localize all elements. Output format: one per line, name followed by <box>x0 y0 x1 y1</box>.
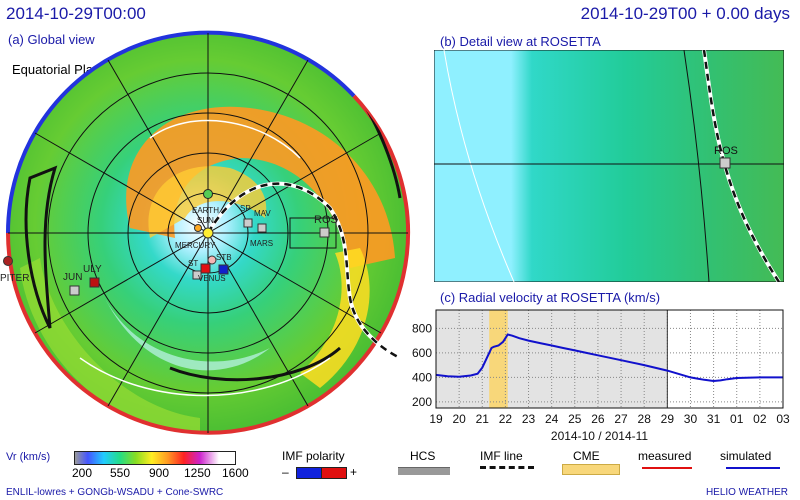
x-tick-label: 02 <box>753 412 767 426</box>
shade-cme <box>489 310 508 408</box>
x-tick-label: 01 <box>730 412 744 426</box>
colorbar-tick-1250: 1250 <box>184 466 211 480</box>
timestamp-right: 2014-10-29T00 + 0.00 days <box>580 4 790 23</box>
colorbar-tick-900: 900 <box>149 466 170 480</box>
detail-grid-v <box>683 50 710 282</box>
legend-cme-label: CME <box>573 449 600 463</box>
legend-imf-minus-swatch <box>296 467 322 479</box>
label-mercury: MERCURY <box>175 241 216 250</box>
detail-view-label: (b) Detail view at ROSETTA <box>440 34 601 49</box>
x-tick-label: 31 <box>707 412 721 426</box>
footer-brand: HELIO WEATHER <box>705 487 788 498</box>
legend-imf-polarity-title: IMF polarity <box>282 449 345 463</box>
legend-imf-plus: + <box>350 465 358 479</box>
colorbar-label: Vr (km/s) <box>6 451 51 463</box>
global-view-label: (a) Global view <box>8 32 95 47</box>
colorbar-tick-1600: 1600 <box>222 466 249 480</box>
polarity-rim-red <box>6 94 410 435</box>
legend-simulated-swatch <box>726 467 780 469</box>
detail-view-box <box>289 217 337 249</box>
legend-imf-line-label: IMF line <box>480 449 523 463</box>
planet-labels: EARTH SUN MERCURY VENUS MARS MAV SP ST S… <box>0 204 338 284</box>
st-red-marker <box>200 263 211 274</box>
polarity-rim-blue <box>5 30 356 234</box>
chart-frame <box>435 309 784 409</box>
venus-marker <box>192 270 202 280</box>
jun-marker <box>69 285 80 296</box>
detail-ros-marker <box>719 157 731 169</box>
legend-imf-plus-swatch <box>321 467 347 479</box>
x-axis-label: 2014-10 / 2014-11 <box>551 429 649 443</box>
mercury-marker <box>194 224 202 232</box>
label-sun: SUN <box>197 216 214 225</box>
global-view-plot: EARTH SUN MERCURY VENUS MARS MAV SP ST S… <box>0 30 410 435</box>
chart-title: (c) Radial velocity at ROSETTA (km/s) <box>440 290 661 305</box>
earth-marker <box>203 189 213 199</box>
label-mav: MAV <box>254 209 271 218</box>
x-tick-label: 25 <box>568 412 582 426</box>
legend-imf-line-swatch <box>480 466 534 469</box>
uly-marker <box>89 277 100 288</box>
label-mars: MARS <box>250 239 273 248</box>
detail-hcs <box>443 50 515 282</box>
timestamp-left: 2014-10-29T00:00 <box>6 4 146 23</box>
x-tick-label: 28 <box>638 412 652 426</box>
legend-imf-minus: – <box>282 465 289 479</box>
y-tick-label: 600 <box>412 346 432 360</box>
label-uly: ULY <box>83 264 102 275</box>
colorbar-tick-550: 550 <box>110 466 131 480</box>
x-tick-label: 21 <box>476 412 490 426</box>
sun-marker <box>202 227 214 239</box>
legend-hcs-label: HCS <box>410 449 436 463</box>
y-tick-label: 800 <box>412 321 432 335</box>
imf-line <box>206 182 401 360</box>
label-ros: ROS <box>314 214 338 226</box>
x-tick-label: 26 <box>591 412 605 426</box>
x-tick-label: 20 <box>452 412 466 426</box>
x-tick-label: 27 <box>614 412 628 426</box>
legend-simulated-label: simulated <box>720 449 772 463</box>
label-piter: PITER <box>0 273 29 284</box>
series-line-simulated <box>435 333 783 383</box>
x-tick-label: 22 <box>499 412 513 426</box>
stb-marker <box>207 255 217 265</box>
x-tick-label: 23 <box>522 412 536 426</box>
piter-marker <box>3 256 13 266</box>
label-venus: VENUS <box>198 274 226 283</box>
legend-measured-label: measured <box>638 449 692 463</box>
x-tick-label: 29 <box>661 412 675 426</box>
y-tick-label: 200 <box>412 395 432 409</box>
label-sp: SP <box>240 204 251 213</box>
detail-view-plot: ROS <box>434 50 784 282</box>
colorbar-tick-200: 200 <box>72 466 93 480</box>
planets <box>3 189 330 296</box>
legend-measured-swatch <box>642 467 692 469</box>
label-st: ST <box>188 259 198 268</box>
label-stb: STB <box>216 253 232 262</box>
st-blue-marker <box>218 264 229 275</box>
label-earth: EARTH <box>192 206 219 215</box>
mars-marker <box>257 223 267 233</box>
x-tick-label: 19 <box>429 412 443 426</box>
y-tick-label: 400 <box>412 370 432 384</box>
equatorial-plane-label: Equatorial Plane <box>12 62 108 77</box>
x-tick-label: 30 <box>684 412 698 426</box>
radial-velocity-chart: 200 400 600 800 19 20 21 22 23 24 25 26 27 28 29 30 31 01… <box>412 309 790 443</box>
footer-model: ENLIL-lowres + GONGb-WSADU + Cone-SWRC <box>6 487 224 498</box>
legend-hcs-swatch <box>398 467 450 471</box>
mav-marker <box>243 218 253 228</box>
label-jun: JUN <box>63 272 82 283</box>
colorbar <box>74 451 236 465</box>
detail-ros-label: ROS <box>714 145 738 157</box>
x-tick-label: 03 <box>776 412 790 426</box>
legend-cme-swatch <box>562 464 620 475</box>
ros-marker <box>319 227 330 238</box>
x-tick-label: 24 <box>545 412 559 426</box>
